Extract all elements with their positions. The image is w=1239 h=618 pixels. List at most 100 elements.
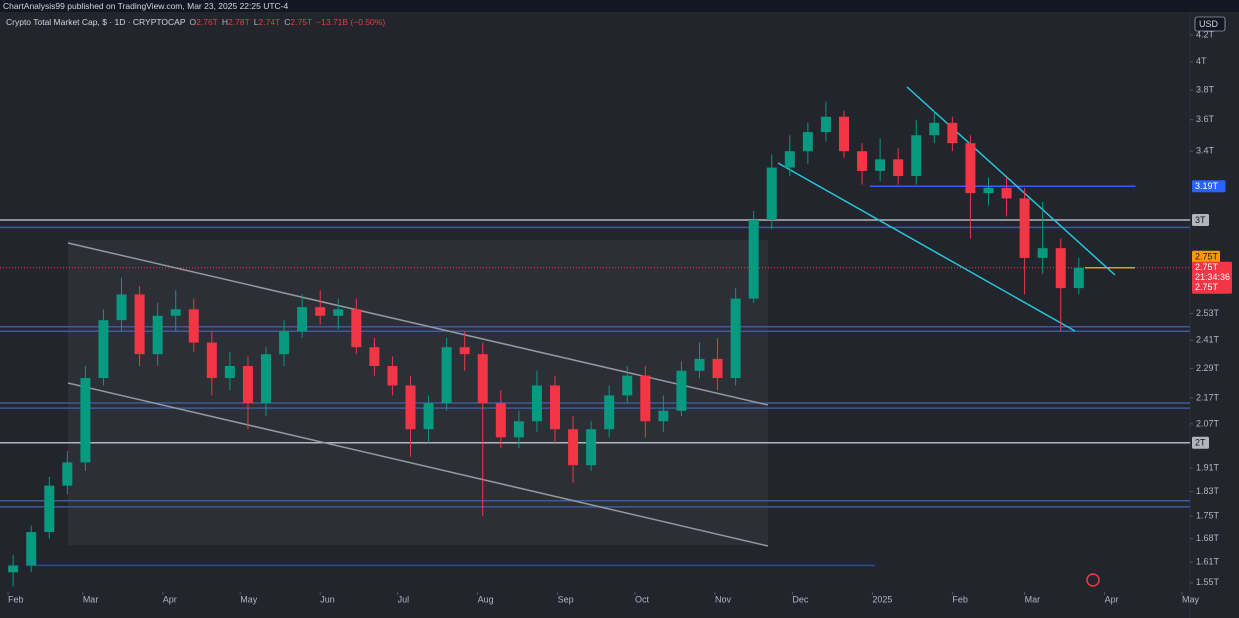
y-tick-label: 3.4T (1196, 146, 1215, 156)
candle-body (387, 365, 398, 386)
candle-body (893, 159, 904, 176)
x-tick-label: Apr (163, 594, 177, 604)
y-tick-label: 1.61T (1196, 556, 1220, 566)
y-tick-label: 3.8T (1196, 84, 1215, 94)
x-tick-label: Nov (715, 594, 732, 604)
ohlc-item: H2.78T (222, 17, 250, 27)
x-tick-label: Jul (398, 594, 410, 604)
y-tick-label: 1.91T (1196, 462, 1220, 472)
trendline (777, 162, 1076, 332)
x-tick-label: Apr (1105, 594, 1119, 604)
ohlc-item: O2.76T (190, 17, 218, 27)
trendline (67, 242, 769, 406)
ohlc-key: O (189, 17, 197, 27)
candle-body (98, 320, 109, 379)
candle-body (152, 315, 163, 355)
candle-body (459, 347, 470, 355)
candle-body (44, 485, 55, 533)
candle-body (694, 358, 705, 371)
trendline (906, 86, 1116, 276)
candle-body (369, 347, 380, 366)
y-tick-label: 3.6T (1196, 114, 1215, 124)
x-tick-label: May (240, 594, 258, 604)
candle-body (983, 187, 994, 194)
y-tick-label: 1.83T (1196, 486, 1220, 496)
candle-body (333, 309, 344, 316)
candle-body (188, 309, 199, 343)
y-tick-label: 2.17T (1196, 392, 1220, 402)
candle-body (279, 331, 290, 355)
candle-body (658, 410, 669, 422)
level-tag (1192, 213, 1209, 226)
candle-body (1037, 248, 1048, 258)
y-tick-label: 2.53T (1196, 308, 1220, 318)
candle-body (315, 307, 326, 316)
candle-body (875, 159, 886, 171)
candle-body (297, 307, 308, 332)
candle-body (947, 122, 958, 144)
channel-box (68, 240, 768, 545)
candle-body (586, 429, 597, 466)
candle-body (134, 294, 145, 355)
legend: Crypto Total Market Cap, $ · 1D · CRYPTO… (6, 17, 385, 27)
ohlc-key: H (221, 17, 229, 27)
candle-body (423, 403, 434, 430)
level-tag (1192, 436, 1209, 449)
y-tick-label: 2.29T (1196, 363, 1220, 373)
alert-tag (1192, 250, 1220, 263)
candle-body (62, 462, 73, 486)
candle-body (351, 309, 362, 348)
x-tick-label: Mar (83, 594, 99, 604)
candle-body (242, 365, 253, 404)
x-tick-label: Jun (320, 594, 335, 604)
y-tick-label: 4T (1196, 56, 1207, 66)
currency-box (1194, 16, 1226, 32)
x-tick-label: Feb (952, 594, 968, 604)
candle-body (1001, 187, 1012, 199)
ohlc-value: −13.71B (−0.50%) (316, 17, 386, 27)
x-tick-label: May (1182, 594, 1200, 604)
level-tag-label: 2T (1195, 438, 1206, 448)
ohlc-value: 2.75T (290, 17, 313, 27)
candle-body (261, 354, 272, 404)
candle-body (676, 370, 687, 411)
candle-body (224, 365, 235, 379)
last-price-tag (1192, 261, 1232, 294)
close-label: 2.75T (1195, 282, 1219, 292)
candle-body (766, 167, 777, 220)
candle-body (712, 358, 723, 379)
candle-body (550, 385, 561, 430)
y-tick-label: 1.68T (1196, 533, 1220, 543)
candle-body (1073, 267, 1084, 289)
candle-body (857, 151, 868, 171)
levels (0, 185, 1190, 567)
ohlc-value: 2.74T (258, 17, 281, 27)
candle-body (604, 395, 615, 430)
candle-body (748, 219, 759, 299)
x-tick-label: 2025 (872, 594, 892, 604)
candle-body (1019, 198, 1030, 258)
ohlc-value: 2.78T (228, 17, 250, 27)
candle-body (911, 135, 922, 176)
y-tick-label: 1.75T (1196, 511, 1220, 521)
candle-body (640, 375, 651, 422)
level-tag-label: 3.19T (1195, 181, 1219, 191)
candle-body (622, 375, 633, 396)
ohlc-item: L2.74T (254, 17, 280, 27)
y-tick-label: 2.07T (1196, 418, 1220, 428)
ohlc-value: 2.76T (196, 17, 218, 27)
candle-body (441, 347, 452, 404)
candle-body (1055, 248, 1066, 289)
alert-tag-label: 2.75T (1195, 252, 1219, 262)
candle-body (820, 116, 831, 133)
countdown-label: 21:34:36 (1195, 272, 1230, 282)
candle-body (531, 385, 542, 422)
candle-body (170, 309, 181, 316)
candles (8, 101, 1084, 587)
candle-body (730, 298, 741, 379)
y-tick-label: 4.2T (1196, 29, 1215, 39)
candle-body (206, 342, 217, 379)
ohlc-key: C (284, 17, 291, 27)
